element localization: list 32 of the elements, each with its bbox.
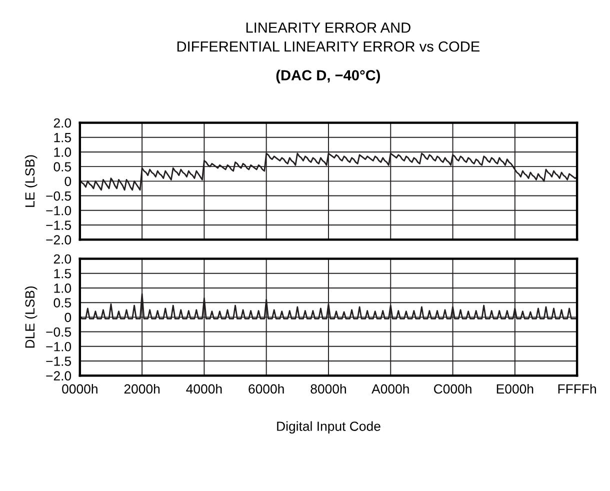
y-tick-label: −2.0 <box>46 371 72 381</box>
y-tick-label: 1.5 <box>54 269 72 278</box>
chart-subtitle: (DAC D, −40°C) <box>276 70 380 84</box>
y-tick-label: 1.5 <box>54 133 72 142</box>
x-tick-label: E000h <box>496 384 534 394</box>
x-axis-title: Digital Input Code <box>277 421 380 434</box>
y-tick-label: 1.0 <box>54 284 72 293</box>
y-tick-label: 0 <box>64 176 72 186</box>
y-tick-label: −1.0 <box>46 206 72 216</box>
y-tick-label: 2.0 <box>54 118 72 128</box>
x-tick-label: 0000h <box>62 384 98 394</box>
y-axis-title: DLE (LSB) <box>24 286 38 348</box>
y-tick-label: 2.0 <box>54 254 72 264</box>
x-tick-label: 8000h <box>310 384 346 394</box>
chart-title: LINEARITY ERROR AND DIFFERENTIAL LINEARITY ERROR vs CODE <box>177 22 480 52</box>
x-tick-label: FFFFh <box>558 384 596 394</box>
y-tick-label: −0.5 <box>46 327 72 337</box>
y-tick-label: −1.0 <box>46 342 72 352</box>
x-tick-label: A000h <box>372 384 409 394</box>
y-tick-label: 1.0 <box>54 148 72 157</box>
x-tick-label: 6000h <box>248 384 284 394</box>
y-tick-label: −0.5 <box>46 191 72 201</box>
y-tick-label: −2.0 <box>46 235 72 245</box>
y-tick-label: 0.5 <box>54 298 72 308</box>
y-tick-label: 0.5 <box>54 162 72 172</box>
x-tick-label: 4000h <box>186 384 222 394</box>
y-tick-label: 0 <box>64 312 72 322</box>
x-tick-label: 2000h <box>124 384 160 394</box>
y-tick-label: −1.5 <box>46 356 72 366</box>
x-tick-label: C000h <box>434 384 472 394</box>
y-axis-title: LE (LSB) <box>24 155 38 207</box>
y-tick-label: −1.5 <box>46 220 72 230</box>
